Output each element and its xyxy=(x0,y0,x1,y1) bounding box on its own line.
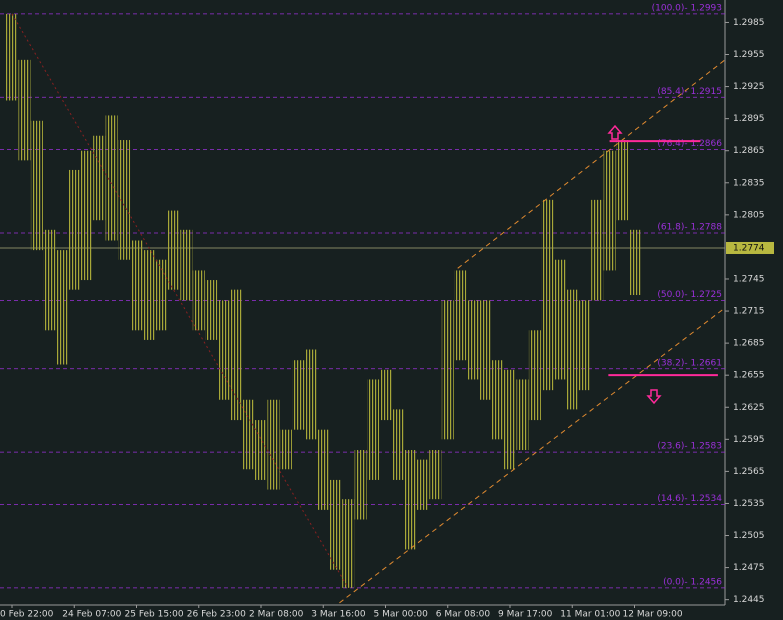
price-bar xyxy=(354,450,367,520)
price-bar xyxy=(192,270,205,331)
fib-label: (61.8)- 1.2788 xyxy=(657,223,722,233)
price-bar xyxy=(6,13,18,101)
x-tick-label: 12 Mar 09:00 xyxy=(623,610,683,620)
price-bar xyxy=(541,199,554,391)
price-bar xyxy=(591,199,604,301)
y-tick-label: 1.2865 xyxy=(733,146,765,156)
y-tick-label: 1.2955 xyxy=(733,50,765,60)
y-tick-label: 1.2445 xyxy=(733,595,765,605)
y-tick-label: 1.2715 xyxy=(733,307,765,317)
y-tick-label: 1.2925 xyxy=(733,82,765,92)
price-bar xyxy=(55,250,68,365)
price-bar xyxy=(80,150,93,281)
y-tick-label: 1.2505 xyxy=(733,531,765,541)
price-bar xyxy=(404,450,417,550)
price-bar xyxy=(267,399,280,490)
y-tick-label: 1.2565 xyxy=(733,467,765,477)
price-bar xyxy=(578,300,591,391)
price-bar xyxy=(379,369,392,421)
x-tick-label: 25 Feb 15:00 xyxy=(125,610,184,620)
price-bar xyxy=(180,229,193,301)
price-bar xyxy=(105,115,118,241)
fib-label: (14.6)- 1.2534 xyxy=(657,494,722,504)
price-bar xyxy=(491,360,504,440)
price-bar xyxy=(242,399,255,470)
price-bar xyxy=(616,140,629,221)
fib-label: (50.0)- 1.2725 xyxy=(657,290,722,300)
fib-label: (38.2)- 1.2661 xyxy=(657,358,722,368)
x-tick-label: 0 Feb 22:00 xyxy=(0,610,54,620)
fib-label: (100.0)- 1.2993 xyxy=(652,3,722,13)
x-tick-label: 24 Feb 07:00 xyxy=(62,610,121,620)
x-tick-label: 3 Mar 16:00 xyxy=(311,610,366,620)
price-bar xyxy=(454,270,467,361)
y-tick-label: 1.2895 xyxy=(733,114,765,124)
fib-label: (76.4)- 1.2866 xyxy=(657,139,722,149)
y-tick-label: 1.2595 xyxy=(733,435,765,445)
price-bar xyxy=(416,459,429,510)
current-price-label: 1.2774 xyxy=(733,243,765,253)
price-bar xyxy=(553,259,566,380)
price-bar xyxy=(329,479,342,570)
x-tick-label: 5 Mar 00:00 xyxy=(374,610,429,620)
x-tick-label: 11 Mar 01:00 xyxy=(560,610,620,620)
down-arrow xyxy=(646,389,662,405)
price-bar xyxy=(118,140,131,260)
fib-label: (23.6)- 1.2583 xyxy=(657,442,722,452)
price-bar xyxy=(391,409,404,480)
price-bar xyxy=(317,429,330,510)
y-tick-label: 1.2655 xyxy=(733,371,765,381)
y-tick-label: 1.2805 xyxy=(733,210,765,220)
price-bar xyxy=(342,499,355,588)
y-tick-label: 1.2535 xyxy=(733,499,765,509)
trendline xyxy=(457,59,726,269)
price-bar xyxy=(528,330,541,421)
price-bar xyxy=(603,150,616,271)
price-bar xyxy=(68,169,81,290)
price-bar xyxy=(628,229,641,296)
y-tick-label: 1.2745 xyxy=(733,274,765,284)
price-bar xyxy=(429,450,442,500)
price-bar xyxy=(167,210,180,290)
price-bar xyxy=(142,250,155,340)
trendline xyxy=(11,13,349,589)
price-bar xyxy=(566,289,579,410)
price-bar xyxy=(205,280,218,340)
current-price-box xyxy=(726,241,774,254)
y-tick-label: 1.2835 xyxy=(733,178,765,188)
price-bar xyxy=(155,259,168,331)
fib-label: (0.0)- 1.2456 xyxy=(663,577,722,587)
y-tick-label: 1.2475 xyxy=(733,563,765,573)
x-tick-label: 6 Mar 08:00 xyxy=(436,610,491,620)
price-bar xyxy=(479,300,492,400)
price-bar xyxy=(217,300,230,400)
price-bar xyxy=(130,240,143,331)
up-arrow xyxy=(607,124,623,140)
x-tick-label: 2 Mar 08:00 xyxy=(249,610,304,620)
price-bar xyxy=(93,135,106,221)
fib-label: (85.4)- 1.2915 xyxy=(657,87,722,97)
price-bar xyxy=(367,379,380,480)
price-bar xyxy=(279,429,292,470)
price-bar xyxy=(30,120,43,251)
x-tick-label: 9 Mar 17:00 xyxy=(498,610,553,620)
y-tick-label: 1.2625 xyxy=(733,403,765,413)
y-tick-label: 1.2985 xyxy=(733,18,765,28)
price-bar xyxy=(18,59,31,161)
price-bar xyxy=(466,300,479,380)
price-bar xyxy=(43,229,56,331)
x-tick-label: 26 Feb 23:00 xyxy=(187,610,246,620)
price-bar xyxy=(504,369,516,470)
price-bar xyxy=(441,300,454,440)
price-bar xyxy=(304,349,317,440)
price-bar xyxy=(230,289,243,421)
y-tick-label: 1.2685 xyxy=(733,339,765,349)
price-bar xyxy=(255,420,267,480)
price-bar xyxy=(516,379,529,451)
price-bar xyxy=(292,360,305,430)
